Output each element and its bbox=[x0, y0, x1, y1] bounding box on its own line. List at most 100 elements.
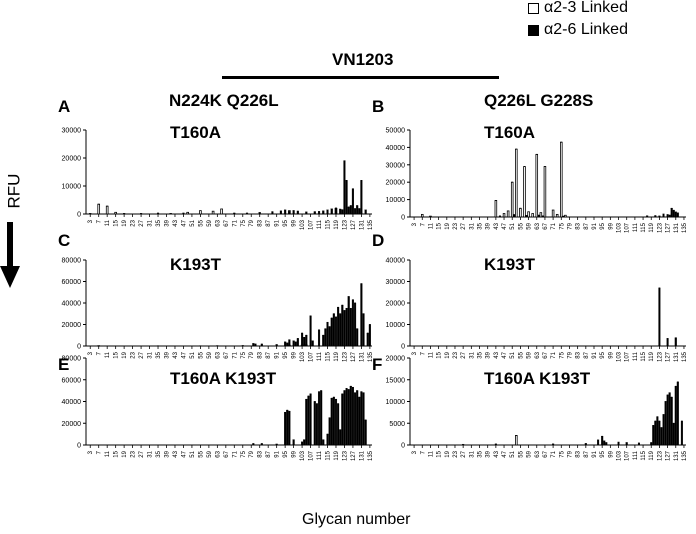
panel-a-bar-a26 bbox=[356, 205, 359, 215]
panel-c-bar-a26 bbox=[351, 299, 354, 347]
panel-a-y-tick-label: 30000 bbox=[62, 128, 82, 135]
panel-c-bar-a26 bbox=[339, 313, 342, 347]
panel-d-x-tick-label: 107 bbox=[625, 351, 631, 362]
x-axis-label: Glycan number bbox=[302, 511, 411, 528]
panel-b-x-tick-label: 87 bbox=[584, 222, 590, 229]
panel-d-x-tick-label: 71 bbox=[551, 351, 557, 358]
panel-a-x-tick-label: 27 bbox=[139, 219, 145, 226]
panel-b-x-tick-label: 51 bbox=[510, 222, 516, 229]
panel-a-x-tick-label: 31 bbox=[148, 219, 154, 226]
panel-e-bar-a26 bbox=[322, 439, 325, 446]
panel-f-bar-a26 bbox=[617, 441, 620, 446]
panel-d-x-tick-label: 43 bbox=[494, 351, 500, 358]
panel-c-x-tick-label: 39 bbox=[165, 351, 171, 358]
panel-b-y-tick-label: 40000 bbox=[386, 145, 406, 152]
panel-d-x-tick-label: 119 bbox=[649, 351, 655, 361]
panel-b-x-tick-label: 59 bbox=[527, 222, 533, 229]
panel-c-bar-a23 bbox=[97, 345, 101, 347]
panel-e-x-tick-label: 19 bbox=[122, 450, 128, 457]
panel-e-bar-a26 bbox=[364, 419, 367, 446]
legend-label-a26: α2-6 Linked bbox=[544, 21, 628, 38]
panel-d-title: K193T bbox=[484, 255, 536, 274]
panel-f-x-tick-label: 71 bbox=[551, 450, 557, 457]
panel-c-x-tick-label: 3 bbox=[88, 351, 94, 355]
panel-d-x-tick-label: 51 bbox=[510, 351, 516, 358]
panel-a-bar-a26 bbox=[140, 213, 143, 215]
panel-e-bar-a26 bbox=[252, 443, 255, 446]
panel-e-bar-a26 bbox=[275, 443, 278, 446]
panel-d-y-tick-label: 30000 bbox=[386, 279, 406, 286]
panel-e-bar-a26 bbox=[326, 433, 329, 446]
panel-f-x-tick-label: 95 bbox=[600, 450, 606, 457]
panel-c-x-tick-label: 99 bbox=[292, 351, 298, 358]
panel-e-x-tick-label: 71 bbox=[232, 450, 238, 457]
panel-f-bar-a26 bbox=[658, 420, 661, 446]
strain-bracket-line bbox=[222, 76, 499, 79]
panel-b-x-tick-label: 55 bbox=[518, 222, 524, 229]
panel-c-bar-a26 bbox=[252, 343, 255, 347]
legend-label-a23: α2-3 Linked bbox=[544, 0, 628, 16]
panel-a-x-tick-label: 111 bbox=[317, 219, 323, 229]
panel-c-bar-a26 bbox=[324, 328, 327, 347]
panel-c-x-tick-label: 31 bbox=[148, 351, 154, 358]
panel-a-x-tick-label: 79 bbox=[249, 219, 255, 226]
panel-f-bar-a26 bbox=[603, 440, 606, 446]
panel-b-bar-a23 bbox=[519, 207, 522, 218]
panel-b-x-tick-label: 15 bbox=[437, 222, 443, 229]
panel-c-x-tick-label: 103 bbox=[300, 351, 306, 362]
panel-a-bar-a26 bbox=[296, 210, 299, 215]
panel-b-bar-a26 bbox=[654, 215, 657, 218]
panel-f-bar-a26 bbox=[637, 442, 640, 446]
panel-e-x-tick-label: 47 bbox=[181, 450, 187, 457]
panel-a-x-tick-label: 19 bbox=[122, 219, 128, 226]
panel-c-bar-a26 bbox=[286, 342, 289, 347]
panel-a-bar-a26 bbox=[182, 212, 185, 215]
panel-a-bar-a23 bbox=[97, 203, 101, 215]
panel-c-y-tick-label: 20000 bbox=[62, 322, 82, 329]
panel-a-bar-a23 bbox=[114, 211, 117, 215]
panel-b-x-tick-label: 83 bbox=[576, 222, 582, 229]
panel-e-x-tick-label: 23 bbox=[131, 450, 137, 457]
panel-a-x-tick-label: 131 bbox=[359, 219, 365, 230]
panel-b-bar-a26 bbox=[537, 214, 540, 218]
panel-b-x-tick-label: 71 bbox=[551, 222, 557, 229]
panel-c-bar-a26 bbox=[294, 341, 297, 347]
panel-a-bar-a26 bbox=[292, 210, 295, 215]
panel-e-x-tick-label: 15 bbox=[114, 450, 120, 457]
panel-b-x-tick-label: 19 bbox=[445, 222, 451, 229]
panel-b-y-tick-label: 50000 bbox=[386, 128, 406, 135]
panel-e-bar-a26 bbox=[315, 403, 318, 446]
panel-a-x-tick-label: 15 bbox=[114, 219, 120, 226]
panel-e-bar-a26 bbox=[317, 391, 321, 446]
panel-f-bar-a26 bbox=[601, 436, 604, 446]
panel-a-x-tick-label: 67 bbox=[224, 219, 230, 226]
panel-e-x-tick-label: 83 bbox=[258, 450, 264, 457]
panel-f-bar-a23 bbox=[515, 435, 518, 446]
panel-e-bar-a26 bbox=[356, 390, 359, 446]
panel-c-bar-a26 bbox=[347, 296, 350, 347]
panel-a-x-tick-label: 23 bbox=[131, 219, 137, 226]
panel-a-bar-a26 bbox=[313, 211, 316, 215]
panel-f-x-tick-label: 131 bbox=[674, 450, 680, 461]
panel-a-bar-a26 bbox=[305, 211, 308, 215]
panel-f-y-tick-label: 10000 bbox=[386, 399, 406, 406]
panel-e-bar-a26 bbox=[309, 393, 312, 446]
panel-c-bar-a26 bbox=[330, 317, 333, 347]
panel-a-x-tick-label: 3 bbox=[88, 219, 94, 223]
panel-a-bar-a26 bbox=[279, 210, 282, 215]
panel-e-x-tick-label: 107 bbox=[309, 450, 315, 461]
panel-a-x-tick-label: 83 bbox=[258, 219, 264, 226]
panel-d-x-tick-label: 55 bbox=[518, 351, 524, 358]
panel-b-bar-a26 bbox=[658, 215, 661, 218]
panel-c-x-tick-label: 7 bbox=[97, 351, 103, 355]
panel-e-bar-a26 bbox=[284, 412, 287, 446]
panel-e-bar-a26 bbox=[292, 439, 295, 446]
panel-a-x-tick-label: 75 bbox=[241, 219, 247, 226]
panel-a-x-tick-label: 99 bbox=[292, 219, 298, 226]
panel-f-x-tick-label: 99 bbox=[608, 450, 614, 457]
panel-c-bar-a26 bbox=[360, 283, 363, 347]
panel-f-x-tick-label: 115 bbox=[641, 450, 647, 460]
panel-a-y-tick-label: 0 bbox=[77, 212, 81, 219]
panel-c-y-tick-label: 60000 bbox=[62, 279, 82, 286]
panel-c-x-tick-label: 55 bbox=[198, 351, 204, 358]
